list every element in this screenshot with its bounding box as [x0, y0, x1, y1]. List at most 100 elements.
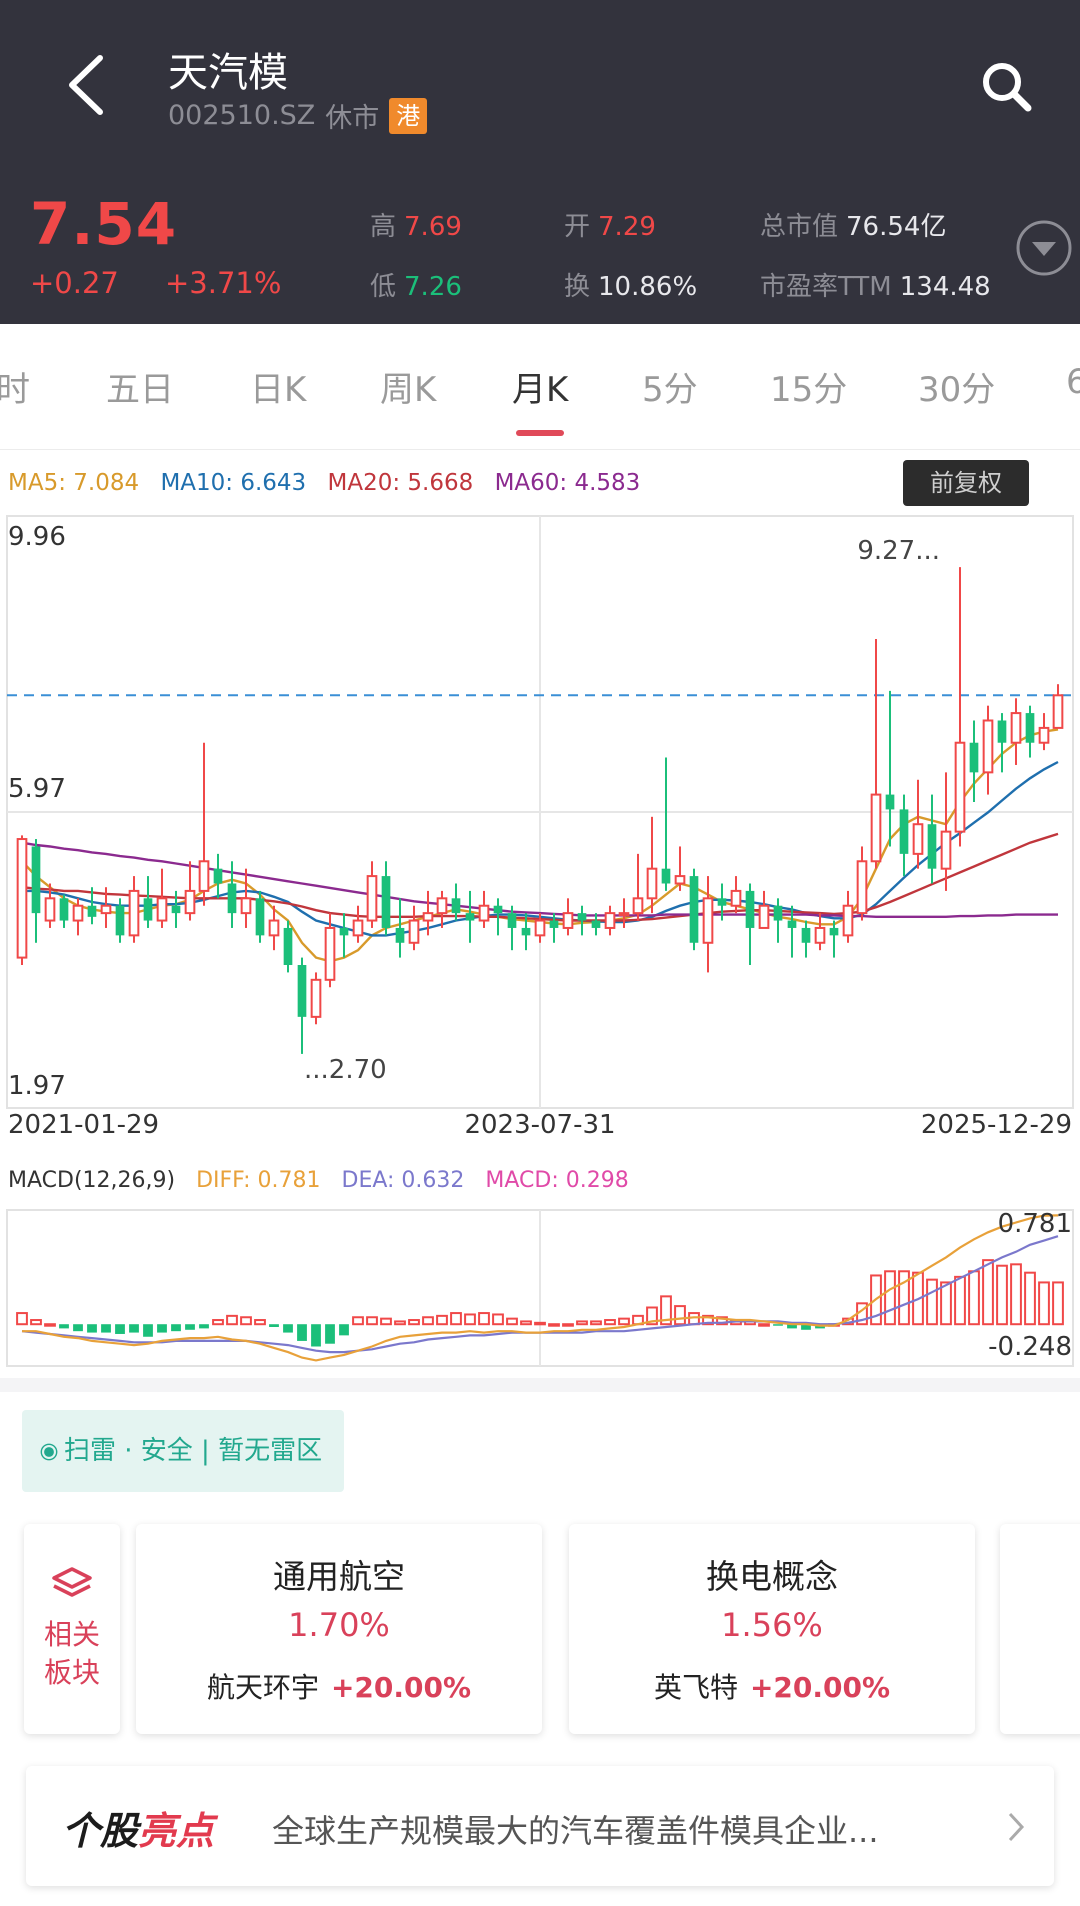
candle-body: [646, 867, 658, 900]
candle: [324, 913, 336, 988]
candle: [814, 913, 826, 951]
tab-15min[interactable]: 15分: [770, 370, 848, 410]
candle: [745, 883, 755, 966]
candle: [618, 898, 630, 928]
candle-body: [381, 876, 391, 928]
adjust-button[interactable]: 前复权: [903, 460, 1029, 506]
candle-body: [842, 904, 854, 937]
candle-body: [954, 741, 966, 833]
candle: [310, 972, 322, 1025]
macd-bar: [492, 1313, 504, 1326]
macd-bar: [926, 1278, 938, 1326]
high-annotation: 9.27...: [857, 536, 940, 566]
tab-intraday[interactable]: 时: [0, 370, 30, 410]
sector-card-partial[interactable]: [1000, 1524, 1080, 1734]
stat-market-cap: 总市值 76.54亿: [760, 212, 947, 242]
candle: [717, 883, 727, 921]
sector-leader: 航天环宇 +20.00%: [206, 1671, 472, 1704]
candle: [213, 853, 223, 899]
sector-name: 换电概念: [706, 1557, 838, 1596]
tab-60min[interactable]: 6: [1066, 362, 1080, 402]
macd-bar: [801, 1324, 811, 1330]
candle: [268, 905, 280, 951]
hk-connect-badge[interactable]: 港: [389, 97, 428, 134]
candle: [899, 794, 909, 877]
candle-body: [661, 868, 671, 884]
macd-bar: [450, 1312, 462, 1326]
macd-bar: [185, 1324, 195, 1330]
candle-body: [1052, 694, 1064, 729]
back-arrow-icon[interactable]: [56, 50, 116, 120]
candle-body: [801, 927, 811, 943]
candle-body: [436, 897, 448, 915]
market-status: 休市: [325, 103, 380, 134]
candle: [1025, 705, 1035, 758]
candle-body: [422, 912, 434, 922]
candle-body: [100, 904, 112, 915]
candle-body: [899, 809, 909, 854]
macd-bar: [954, 1275, 966, 1326]
kline-chart[interactable]: 9.96 5.97 1.97 9.27... ...2.70 2021-01-2…: [0, 500, 1080, 1140]
macd-bar: [436, 1314, 448, 1326]
tab-30min[interactable]: 30分: [918, 370, 996, 410]
macd-bar: [325, 1324, 335, 1344]
macd-bar: [787, 1324, 797, 1329]
mine-scan-badge[interactable]: 扫雷 · 安全 | 暂无雷区: [22, 1410, 344, 1492]
macd-bar: [702, 1314, 714, 1326]
tab-five-day[interactable]: 五日: [106, 370, 174, 410]
candle: [801, 920, 811, 958]
candle: [577, 905, 587, 936]
candle-body: [702, 897, 714, 944]
tab-weekly-k[interactable]: 周K: [380, 370, 437, 410]
macd-bar: [590, 1320, 602, 1326]
macd-bar: [212, 1319, 224, 1326]
candle-body: [115, 905, 125, 936]
candle: [1010, 698, 1022, 765]
layers-icon: [52, 1567, 92, 1597]
macd-bar: [143, 1324, 153, 1337]
ma-legend: MA5: 7.084 MA10: 6.643 MA20: 5.668 MA60:…: [8, 470, 654, 496]
ma20-value: MA20: 5.668: [327, 470, 474, 496]
candle-body: [227, 883, 237, 914]
candle: [408, 905, 420, 951]
candle: [549, 913, 559, 943]
candle-body: [352, 919, 364, 937]
search-icon[interactable]: [978, 58, 1034, 114]
stock-highlights[interactable]: 个股亮点 全球生产规模最大的汽车覆盖件模具企业...: [26, 1766, 1054, 1886]
related-sectors-button[interactable]: 相关 板块: [24, 1524, 120, 1734]
tab-5min[interactable]: 5分: [642, 370, 698, 410]
candle-body: [618, 912, 630, 917]
candle: [1038, 713, 1050, 751]
price-change: +0.27: [30, 266, 119, 300]
diff-value: DIFF: 0.781: [196, 1168, 321, 1193]
expand-down-icon[interactable]: [1014, 218, 1074, 278]
macd-bar: [87, 1324, 97, 1333]
macd-legend: MACD(12,26,9) DIFF: 0.781 DEA: 0.632 MAC…: [8, 1168, 643, 1193]
candle: [773, 898, 783, 943]
bug-icon: [44, 1446, 54, 1457]
macd-chart[interactable]: 0.781 -0.248: [0, 1200, 1080, 1370]
candle: [59, 894, 69, 928]
macd-bar: [1010, 1263, 1022, 1326]
candle-body: [521, 927, 531, 936]
candle: [184, 861, 196, 921]
candle-body: [787, 920, 797, 928]
candle-body: [534, 919, 546, 937]
candle: [465, 890, 475, 943]
candle-body: [156, 897, 168, 922]
ma10-value: MA10: 6.643: [160, 470, 307, 496]
sector-card[interactable]: 换电概念 1.56% 英飞特 +20.00%: [569, 1524, 975, 1734]
candle: [255, 890, 265, 943]
macd-bar: [339, 1324, 349, 1336]
sector-card[interactable]: 通用航空 1.70% 航天环宇 +20.00%: [136, 1524, 542, 1734]
candle: [395, 898, 405, 958]
macd-bar: [394, 1320, 406, 1326]
macd-bar: [534, 1321, 546, 1326]
macd-bar: [16, 1312, 28, 1326]
macd-bar: [716, 1316, 728, 1326]
tab-daily-k[interactable]: 日K: [250, 370, 307, 410]
macd-params: MACD(12,26,9): [8, 1168, 176, 1193]
tab-monthly-k[interactable]: 月K: [512, 370, 569, 410]
chevron-right-icon: [1008, 1812, 1025, 1842]
active-tab-indicator: [516, 430, 564, 436]
